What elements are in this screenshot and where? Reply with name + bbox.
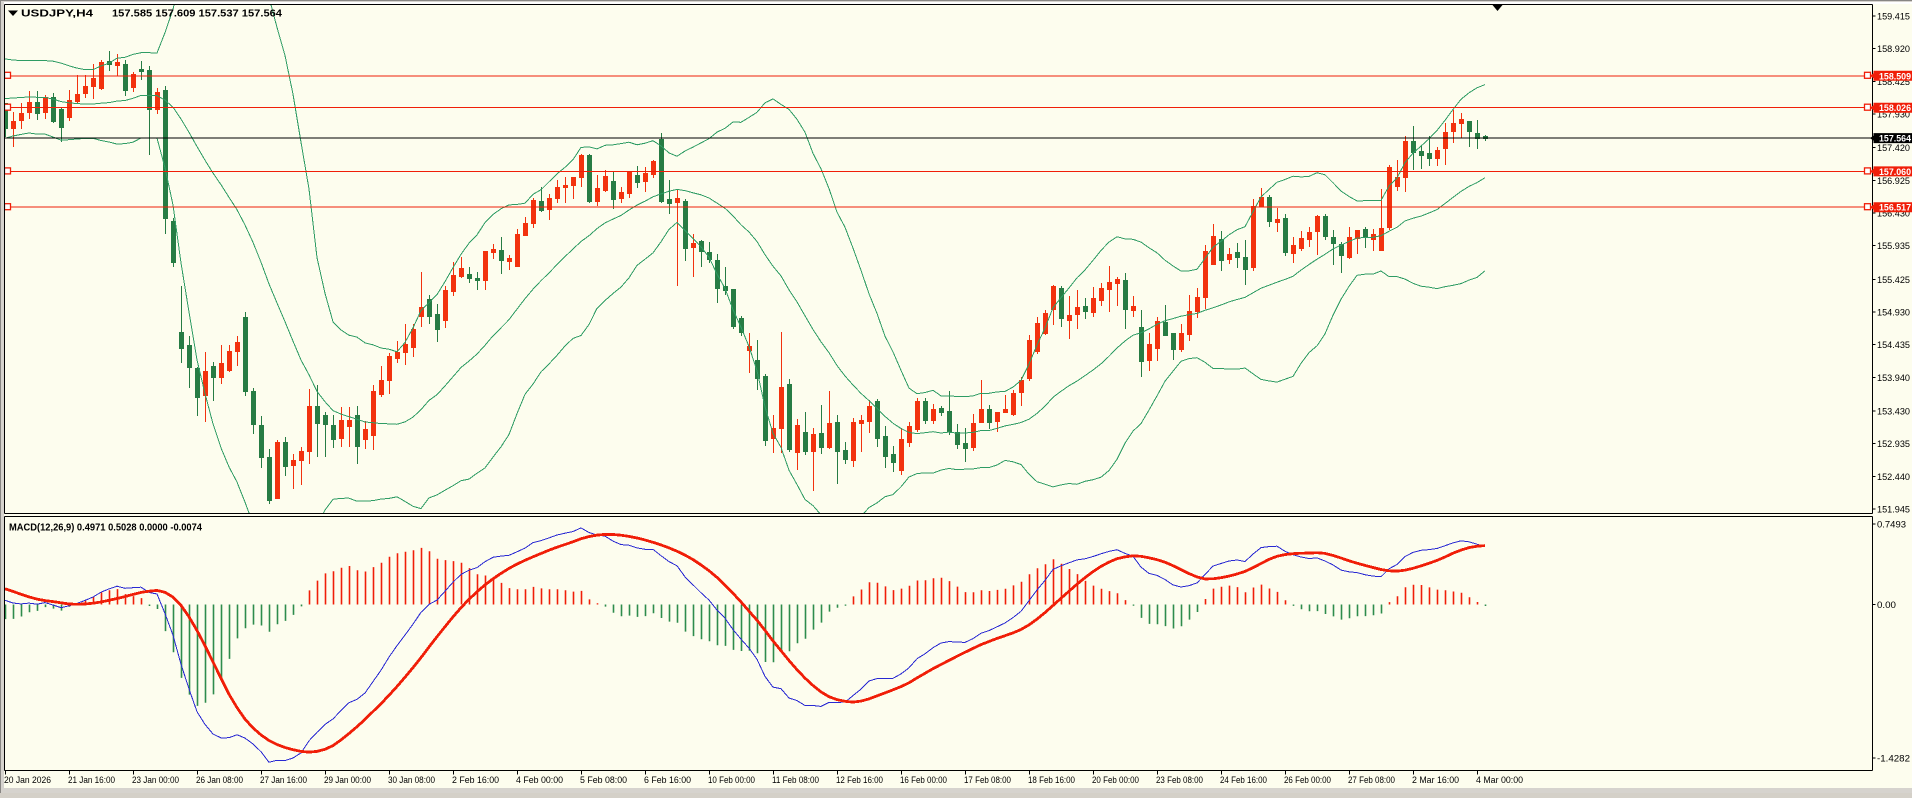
svg-text:156.925: 156.925 [1877, 176, 1910, 186]
svg-text:153.430: 153.430 [1877, 407, 1910, 417]
svg-text:16 Feb 00:00: 16 Feb 00:00 [900, 775, 947, 785]
svg-text:6 Feb 16:00: 6 Feb 16:00 [644, 775, 691, 785]
svg-text:-1.4282: -1.4282 [1877, 754, 1910, 764]
svg-text:155.425: 155.425 [1877, 275, 1910, 285]
svg-text:153.940: 153.940 [1877, 373, 1910, 383]
svg-text:20 Feb 00:00: 20 Feb 00:00 [1092, 775, 1139, 785]
svg-text:158.920: 158.920 [1877, 44, 1910, 54]
svg-text:158.425: 158.425 [1877, 77, 1910, 87]
svg-text:159.415: 159.415 [1877, 12, 1910, 22]
svg-text:157.585 157.609 157.537 157.56: 157.585 157.609 157.537 157.564 [112, 9, 282, 20]
svg-text:157.564: 157.564 [1879, 134, 1911, 144]
svg-text:11 Feb 08:00: 11 Feb 08:00 [772, 775, 819, 785]
svg-text:27 Jan 16:00: 27 Jan 16:00 [260, 775, 307, 785]
svg-text:17 Feb 08:00: 17 Feb 08:00 [964, 775, 1011, 785]
svg-text:4 Mar 00:00: 4 Mar 00:00 [1476, 775, 1523, 785]
svg-text:24 Feb 16:00: 24 Feb 16:00 [1220, 775, 1267, 785]
svg-text:154.930: 154.930 [1877, 308, 1910, 318]
svg-text:156.430: 156.430 [1877, 209, 1910, 219]
svg-text:USDJPY,H4: USDJPY,H4 [21, 9, 94, 20]
svg-text:12 Feb 16:00: 12 Feb 16:00 [836, 775, 883, 785]
svg-text:155.935: 155.935 [1877, 241, 1910, 251]
svg-text:5 Feb 08:00: 5 Feb 08:00 [580, 775, 627, 785]
svg-text:158.509: 158.509 [1879, 71, 1911, 81]
svg-text:MACD(12,26,9) 0.4971 0.5028 0.: MACD(12,26,9) 0.4971 0.5028 0.0000 -0.00… [9, 523, 202, 534]
svg-text:157.930: 157.930 [1877, 110, 1910, 120]
svg-text:20 Jan 2026: 20 Jan 2026 [4, 775, 51, 785]
svg-text:157.420: 157.420 [1877, 143, 1910, 153]
svg-text:10 Feb 00:00: 10 Feb 00:00 [708, 775, 755, 785]
svg-text:2 Feb 16:00: 2 Feb 16:00 [452, 775, 499, 785]
svg-text:21 Jan 16:00: 21 Jan 16:00 [68, 775, 115, 785]
svg-text:156.517: 156.517 [1879, 203, 1911, 213]
svg-text:157.060: 157.060 [1879, 167, 1911, 177]
svg-text:27 Feb 08:00: 27 Feb 08:00 [1348, 775, 1395, 785]
svg-text:0.00: 0.00 [1877, 600, 1896, 610]
svg-text:152.440: 152.440 [1877, 472, 1910, 482]
svg-text:30 Jan 08:00: 30 Jan 08:00 [388, 775, 435, 785]
svg-text:154.435: 154.435 [1877, 340, 1910, 350]
svg-text:151.945: 151.945 [1877, 504, 1910, 514]
svg-text:26 Jan 08:00: 26 Jan 08:00 [196, 775, 243, 785]
svg-text:158.026: 158.026 [1879, 103, 1911, 113]
svg-text:23 Jan 00:00: 23 Jan 00:00 [132, 775, 179, 785]
svg-text:4 Feb 00:00: 4 Feb 00:00 [516, 775, 563, 785]
svg-text:18 Feb 16:00: 18 Feb 16:00 [1028, 775, 1075, 785]
svg-text:2 Mar 16:00: 2 Mar 16:00 [1412, 775, 1459, 785]
svg-text:23 Feb 08:00: 23 Feb 08:00 [1156, 775, 1203, 785]
svg-text:26 Feb 00:00: 26 Feb 00:00 [1284, 775, 1331, 785]
svg-text:152.935: 152.935 [1877, 439, 1910, 449]
svg-text:29 Jan 00:00: 29 Jan 00:00 [324, 775, 371, 785]
svg-text:0.7493: 0.7493 [1877, 520, 1906, 530]
